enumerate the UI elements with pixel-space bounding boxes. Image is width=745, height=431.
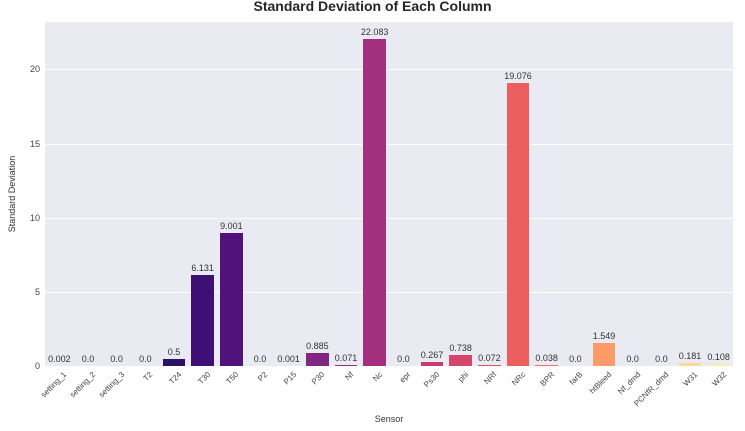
x-tick-label: P2 bbox=[256, 370, 270, 384]
bar-value-label: 0.0 bbox=[626, 354, 639, 364]
x-tick-label: W32 bbox=[710, 370, 729, 388]
bar-value-label: 0.108 bbox=[707, 352, 730, 363]
bar-value-label: 0.0 bbox=[81, 354, 95, 364]
bar-w32 bbox=[707, 364, 731, 366]
x-tick-label: setting_2 bbox=[68, 370, 98, 400]
bar-value-label: 19.076 bbox=[504, 71, 532, 82]
x-tick-label: htBleed bbox=[587, 370, 614, 396]
bar-value-label: 6.131 bbox=[191, 263, 214, 274]
bar-value-label: 0.0 bbox=[253, 354, 267, 364]
x-tick-label: T50 bbox=[224, 370, 241, 387]
bar-value-label: 0.038 bbox=[535, 353, 558, 364]
bar-value-label: 0.002 bbox=[48, 353, 71, 364]
bar-value-label: 0.0 bbox=[569, 354, 582, 364]
y-axis-label: Standard Deviation bbox=[7, 155, 17, 233]
y-tick-label: 20 bbox=[29, 64, 40, 75]
bar-value-label: 0.0 bbox=[110, 354, 123, 364]
gridline bbox=[45, 69, 733, 71]
x-tick-label: setting_3 bbox=[96, 370, 127, 400]
bar-ps30 bbox=[420, 362, 444, 366]
gridline bbox=[45, 291, 733, 293]
x-axis-label: Sensor bbox=[374, 414, 404, 424]
x-tick-label: Nf_dmd bbox=[615, 370, 643, 397]
bar-value-label: 0.001 bbox=[277, 353, 300, 364]
bar-value-label: 0.181 bbox=[678, 351, 702, 362]
bar-value-label: 0.0 bbox=[139, 354, 152, 364]
x-tick-label: Nc bbox=[370, 370, 385, 384]
bar-value-label: 0.071 bbox=[334, 352, 358, 363]
bar-w31 bbox=[678, 363, 702, 366]
bar-value-label: 0.267 bbox=[420, 350, 444, 361]
x-tick-label: Nf bbox=[343, 370, 356, 383]
bar-t24 bbox=[162, 358, 186, 366]
bar-p30 bbox=[305, 352, 329, 366]
x-tick-label: epr bbox=[398, 370, 413, 385]
x-tick-label: phi bbox=[456, 370, 471, 384]
x-tick-label: T2 bbox=[141, 370, 155, 383]
bar-value-label: 0.0 bbox=[655, 354, 668, 364]
x-tick-label: T24 bbox=[167, 370, 184, 387]
x-tick-label: setting_1 bbox=[39, 370, 69, 400]
x-tick-label: NRf bbox=[482, 370, 499, 387]
bar-value-label: 0.5 bbox=[167, 346, 181, 357]
x-tick-label: P30 bbox=[310, 370, 327, 387]
x-tick-label: farB bbox=[567, 370, 585, 387]
y-tick-label: 10 bbox=[29, 212, 40, 223]
chart-title: Standard Deviation of Each Column bbox=[253, 0, 492, 14]
bar-t30 bbox=[191, 275, 215, 366]
x-tick-label: NRc bbox=[509, 370, 528, 388]
y-tick-label: 15 bbox=[29, 138, 40, 149]
y-tick-label: 5 bbox=[34, 286, 40, 297]
gridline bbox=[45, 143, 733, 145]
bar-value-label: 0.738 bbox=[449, 343, 472, 354]
bar-bpr bbox=[535, 365, 559, 366]
bar-htbleed bbox=[592, 343, 616, 366]
x-tick-label: W31 bbox=[681, 370, 700, 388]
bar-nf bbox=[334, 364, 358, 366]
x-tick-label: T30 bbox=[195, 370, 213, 387]
bar-nc bbox=[363, 38, 387, 366]
bar-t50 bbox=[219, 232, 243, 366]
bar-nrc bbox=[506, 83, 530, 366]
bar-nrf bbox=[477, 364, 501, 366]
x-tick-label: BPR bbox=[538, 370, 557, 388]
bar-value-label: 0.0 bbox=[397, 354, 410, 364]
bar-phi bbox=[449, 355, 473, 366]
x-tick-label: P15 bbox=[281, 370, 299, 387]
bar-value-label: 22.083 bbox=[360, 26, 389, 37]
plot-area bbox=[45, 22, 733, 366]
gridline bbox=[45, 217, 733, 219]
bar-value-label: 0.885 bbox=[306, 340, 329, 351]
x-tick-label: Ps30 bbox=[422, 370, 442, 390]
bar-value-label: 1.549 bbox=[592, 331, 616, 342]
y-tick-label: 0 bbox=[34, 361, 40, 371]
bar-value-label: 0.072 bbox=[478, 352, 501, 363]
bar-value-label: 9.001 bbox=[220, 220, 243, 231]
